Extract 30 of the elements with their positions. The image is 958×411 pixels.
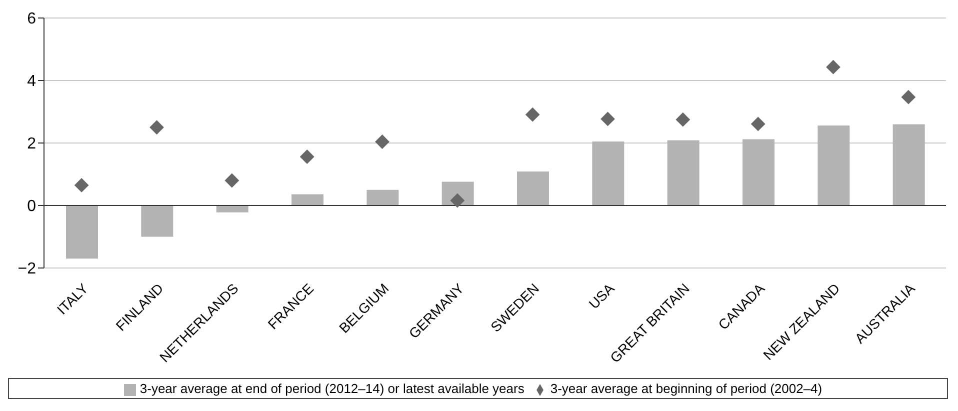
point [150,120,164,135]
y-tick-label: 0 [27,198,36,216]
bar [366,190,399,206]
bar [216,206,248,212]
y-tick-label: −2 [18,260,36,278]
y-tick-label: 6 [27,10,36,28]
bar [667,140,700,206]
bar [517,171,549,206]
point [74,178,89,192]
bar [818,126,850,206]
point [525,107,540,122]
point [750,116,766,132]
bar [66,206,98,259]
bar [592,141,624,206]
point [676,112,690,127]
point [224,173,240,188]
y-tick-label: 4 [27,73,36,90]
legend-label: 3-year average at end of period (2012–14) or latest available years [140,381,524,396]
point [901,90,916,104]
x-tick-label: USA [586,280,618,312]
bar [742,139,774,206]
bar [292,194,324,206]
bar [141,206,174,237]
point [300,150,314,164]
point [375,134,390,149]
point [600,112,615,126]
bar [892,124,925,206]
point [826,60,840,74]
y-tick-label: 2 [27,136,36,153]
legend-label: 3-year average at beginning of period (2002–4) [550,381,822,396]
